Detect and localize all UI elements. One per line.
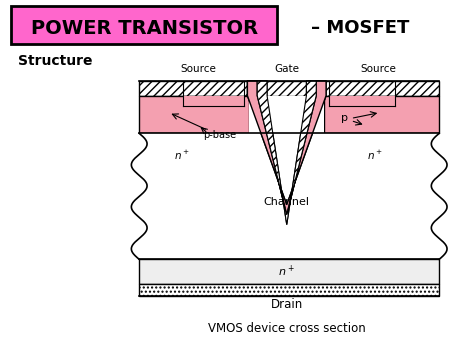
Text: Channel: Channel: [264, 197, 310, 207]
Text: VMOS device cross section: VMOS device cross section: [208, 322, 365, 335]
Polygon shape: [257, 81, 316, 225]
Text: Drain: Drain: [271, 297, 303, 311]
Bar: [139, 95, 249, 133]
Text: Source: Source: [180, 64, 216, 74]
Text: p-base: p-base: [203, 130, 236, 140]
Bar: [249, 95, 324, 133]
Text: $n^+$: $n^+$: [278, 264, 295, 279]
Polygon shape: [257, 81, 316, 225]
Bar: [329, 95, 395, 105]
Bar: [139, 260, 439, 284]
FancyBboxPatch shape: [11, 6, 277, 44]
Bar: [139, 284, 439, 296]
Text: Structure: Structure: [18, 54, 93, 68]
Text: $n^+$: $n^+$: [173, 149, 190, 162]
Text: – MOSFET: – MOSFET: [311, 19, 410, 37]
Bar: [139, 133, 439, 260]
Bar: [324, 95, 439, 133]
Polygon shape: [247, 81, 326, 215]
Text: Gate: Gate: [274, 64, 299, 74]
Bar: [183, 95, 245, 105]
Text: POWER TRANSISTOR: POWER TRANSISTOR: [31, 19, 258, 38]
Polygon shape: [247, 81, 326, 215]
Text: p: p: [341, 114, 348, 124]
Text: $n^+$: $n^+$: [367, 149, 383, 162]
Text: Source: Source: [360, 64, 396, 74]
Bar: [139, 81, 439, 95]
